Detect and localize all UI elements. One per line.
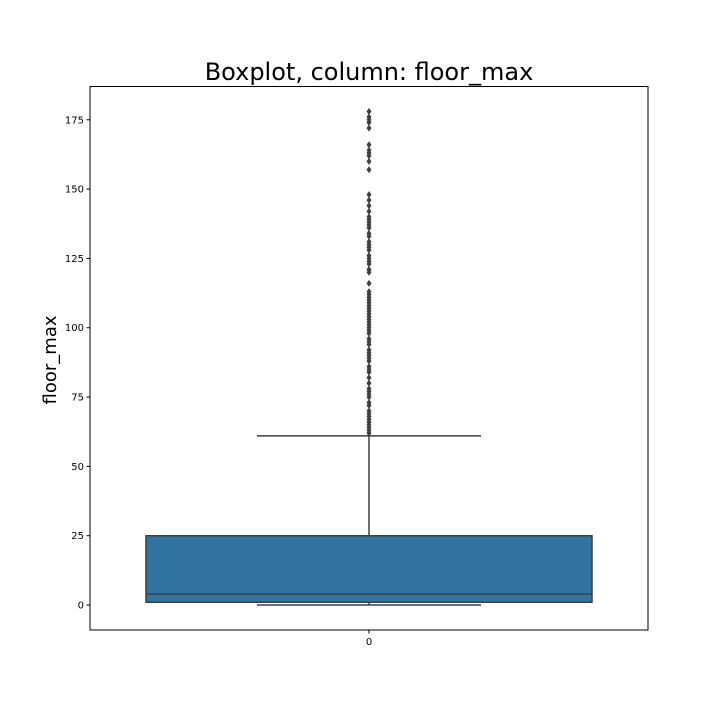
- y-tick-label: 25: [71, 531, 84, 542]
- plot-frame: [89, 86, 649, 631]
- outlier-point: [366, 288, 372, 296]
- outlier-point: [366, 124, 372, 132]
- y-tick-label: 100: [65, 323, 84, 334]
- y-tick-label: 75: [71, 393, 84, 404]
- outlier-point: [366, 157, 372, 166]
- outlier-point: [366, 113, 372, 121]
- outlier-point: [366, 398, 372, 407]
- outlier-point: [366, 191, 372, 199]
- outlier-point: [366, 279, 372, 288]
- y-tick-label: 0: [78, 601, 84, 612]
- outlier-point: [366, 385, 372, 393]
- outlier-point: [366, 107, 372, 116]
- outlier-point: [366, 207, 372, 215]
- outlier-point: [366, 141, 372, 149]
- outlier-point: [366, 252, 372, 260]
- plot-area: 0 25 50 75 100 125 150 175 0: [65, 107, 593, 648]
- box-iqr: [145, 534, 593, 604]
- y-tick-label: 150: [65, 185, 84, 196]
- y-tick-label: 125: [65, 254, 84, 265]
- outlier-point: [366, 213, 372, 221]
- outlier-point: [366, 346, 372, 354]
- x-tick-label: 0: [366, 637, 372, 648]
- y-tick-label: 50: [71, 462, 84, 473]
- outlier-point: [366, 374, 372, 382]
- y-axis-label: floor_max: [40, 315, 61, 404]
- outlier-point: [366, 362, 372, 371]
- outlier-point: [366, 146, 372, 154]
- outlier-point: [366, 238, 372, 246]
- outlier-point: [366, 265, 372, 274]
- outlier-point: [366, 407, 372, 415]
- outlier-point: [366, 379, 372, 387]
- outlier-point: [366, 166, 372, 174]
- outlier-point: [366, 202, 372, 210]
- outlier-point: [366, 229, 372, 238]
- outlier-point: [366, 196, 372, 204]
- outlier-point: [366, 335, 372, 343]
- chart-title: Boxplot, column: floor_max: [205, 58, 534, 86]
- y-tick-label: 175: [65, 115, 84, 126]
